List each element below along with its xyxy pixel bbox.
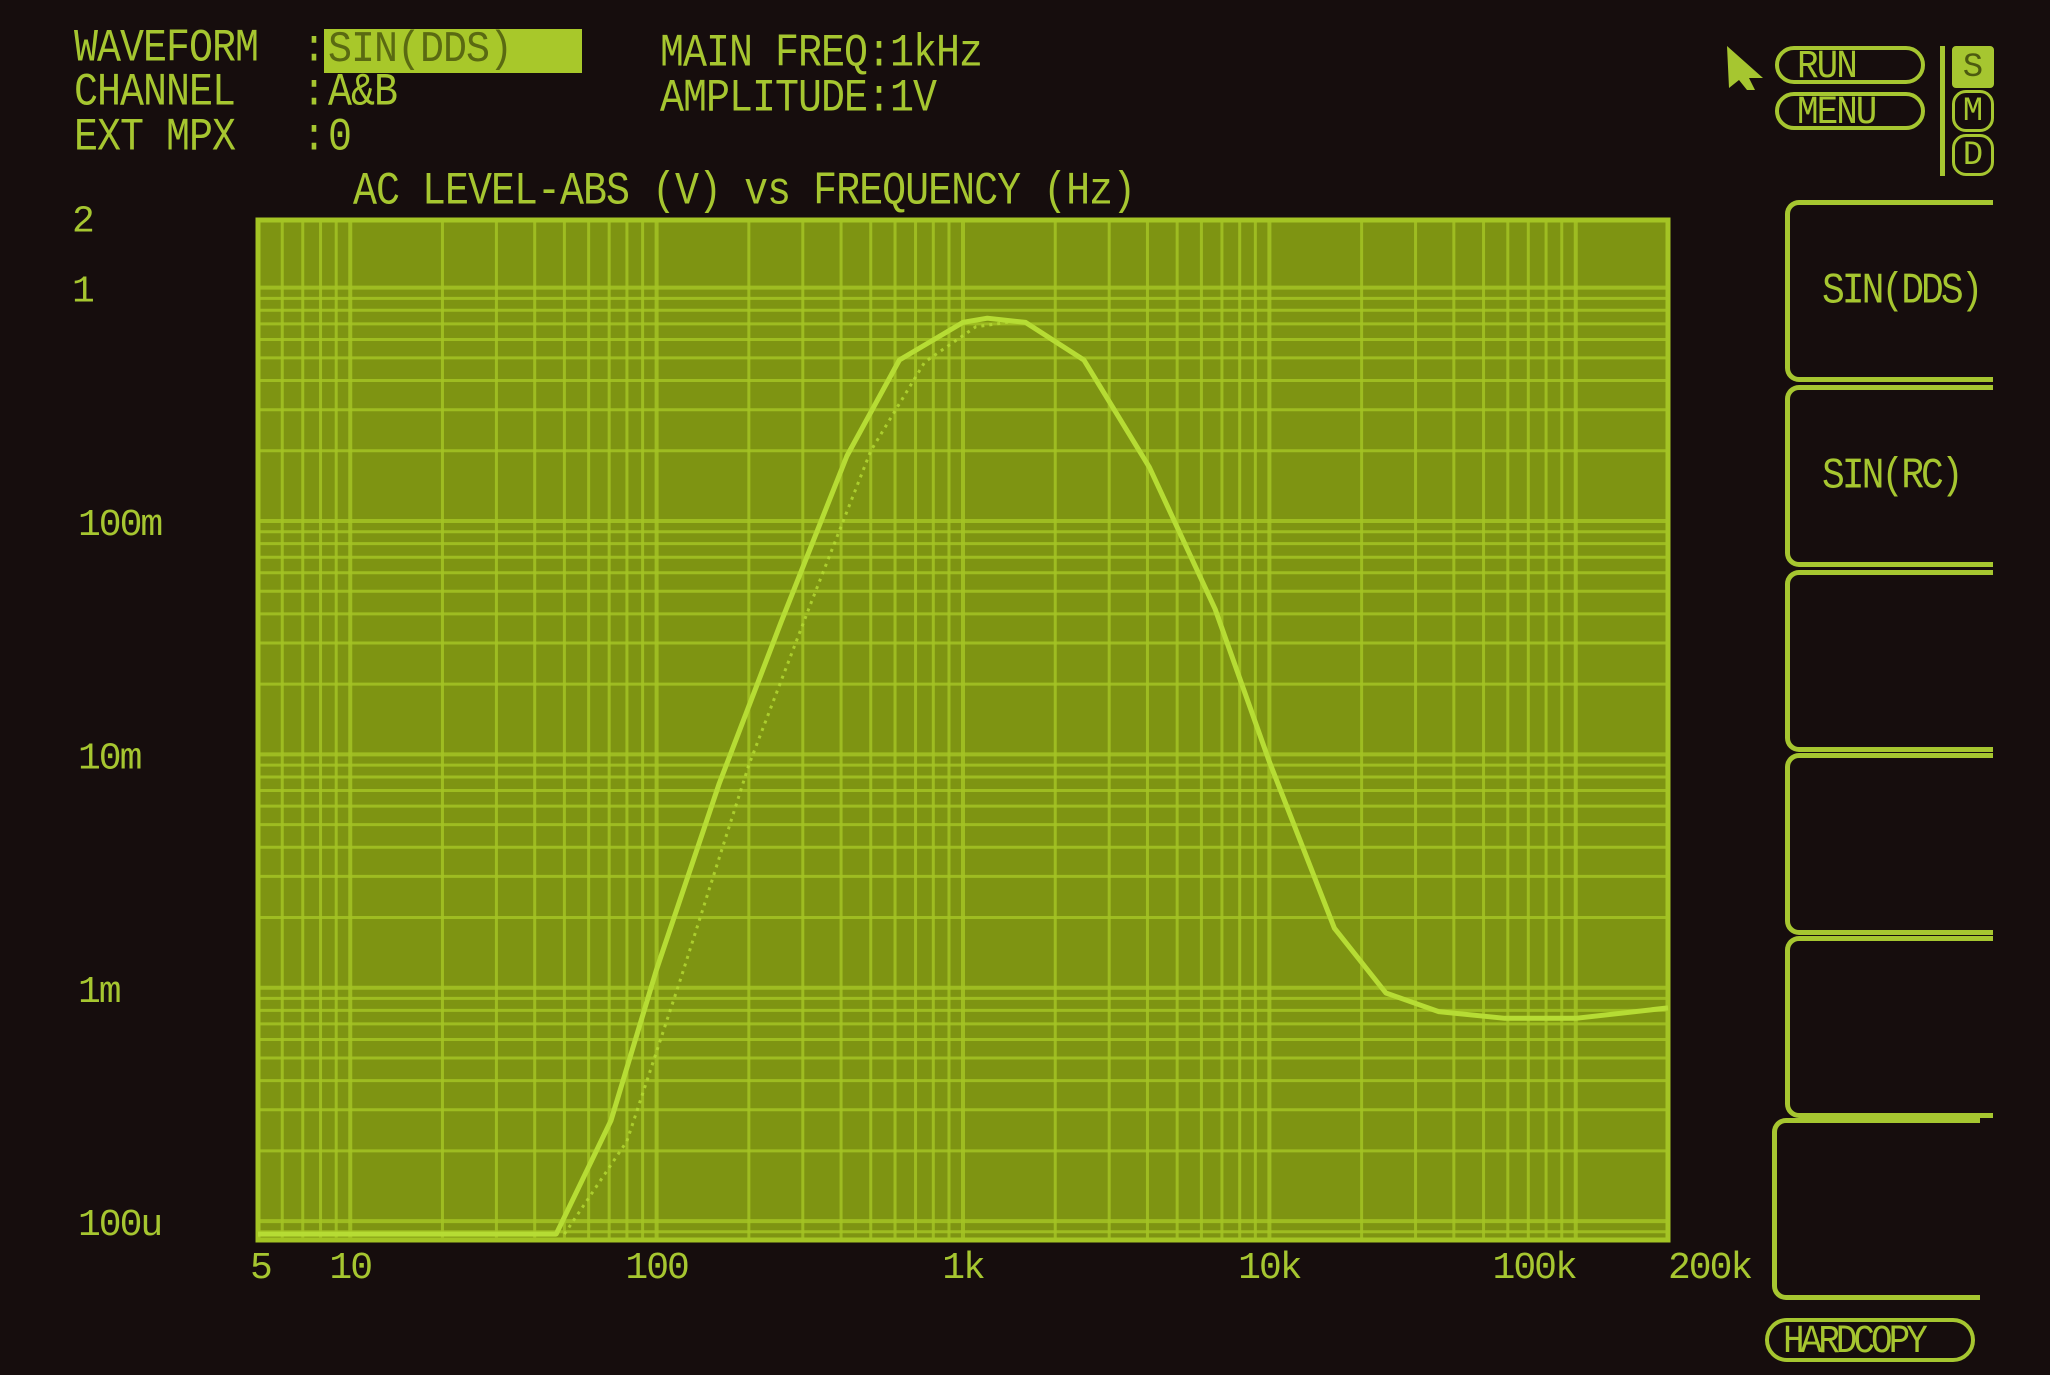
y-tick-label: 1m xyxy=(78,971,120,1014)
softkey-2[interactable]: SIN(RC) xyxy=(1785,385,1993,567)
y-tick-label: 2 xyxy=(72,200,93,243)
run-label: RUN xyxy=(1797,43,1858,89)
channel-colon: : xyxy=(302,67,326,120)
trace-line-1 xyxy=(258,315,1669,1237)
mode-d-button[interactable]: D xyxy=(1952,134,1994,176)
x-tick-label: 100 xyxy=(625,1247,688,1290)
arrow-cursor-icon xyxy=(1727,46,1763,90)
plot-border xyxy=(255,217,1671,1243)
run-button[interactable]: RUN xyxy=(1775,43,1925,89)
divider xyxy=(1940,46,1945,176)
hardcopy-button[interactable]: HARDCOPY xyxy=(1765,1318,1975,1362)
waveform-value[interactable]: SIN(DDS) xyxy=(324,25,582,76)
softkey-4[interactable] xyxy=(1785,753,1993,935)
ext-mpx-value: 0 xyxy=(328,112,352,165)
waveform-label: WAVEFORM xyxy=(74,23,259,76)
waveform-value-text: SIN(DDS) xyxy=(328,25,513,76)
y-tick-label: 100u xyxy=(78,1204,161,1247)
softkey-label: SIN(DDS) xyxy=(1822,266,1983,317)
softkey-3[interactable] xyxy=(1785,570,1993,752)
softkey-1[interactable]: SIN(DDS) xyxy=(1785,200,1993,382)
x-tick-label: 100k xyxy=(1493,1247,1576,1290)
waveform-colon: : xyxy=(302,23,326,76)
menu-label: MENU xyxy=(1797,89,1877,135)
x-tick-label: 5 xyxy=(250,1247,271,1290)
softkey-label: SIN(RC) xyxy=(1822,451,1964,502)
hardcopy-label: HARDCOPY xyxy=(1783,1318,1928,1364)
softkey-5[interactable] xyxy=(1785,936,1993,1118)
channel-label: CHANNEL xyxy=(74,67,236,120)
y-tick-label: 1 xyxy=(72,271,93,314)
trace-line-2 xyxy=(563,319,1018,1235)
chart-title: AC LEVEL-ABS (V) vs FREQUENCY (Hz) xyxy=(353,166,1136,219)
x-tick-label: 200k xyxy=(1668,1247,1751,1290)
x-tick-label: 1k xyxy=(942,1247,984,1290)
softkey-6[interactable] xyxy=(1772,1118,1980,1300)
main-freq: MAIN FREQ:1kHz xyxy=(660,28,983,81)
y-tick-label: 10m xyxy=(78,737,141,780)
x-tick-label: 10 xyxy=(329,1247,371,1290)
y-tick-label: 100m xyxy=(78,504,161,547)
mode-m-button[interactable]: M xyxy=(1952,90,1994,132)
ext-mpx-colon: : xyxy=(302,112,326,165)
ext-mpx-label: EXT MPX xyxy=(74,112,236,165)
mode-s-button[interactable]: S xyxy=(1952,46,1994,88)
x-tick-label: 10k xyxy=(1238,1247,1301,1290)
channel-value: A&B xyxy=(328,67,398,120)
menu-button[interactable]: MENU xyxy=(1775,89,1925,135)
amplitude: AMPLITUDE:1V xyxy=(660,73,937,126)
